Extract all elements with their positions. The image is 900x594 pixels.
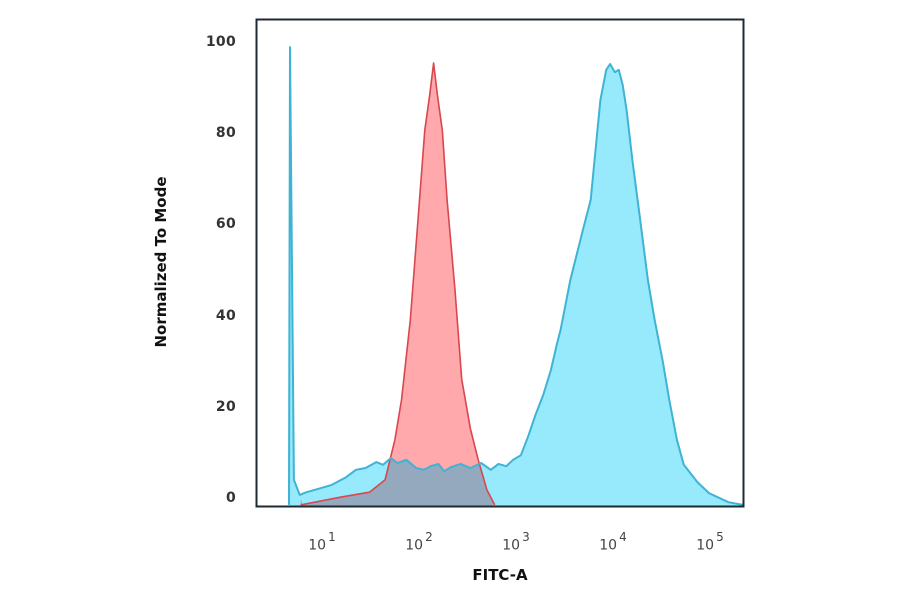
- y-axis-label: Normalized To Mode: [152, 176, 170, 348]
- isotype-histogram-outline: [300, 62, 496, 506]
- stained-histogram-outline: [288, 46, 743, 506]
- y-tick-label: 0: [225, 490, 236, 506]
- x-tick-label: 104: [599, 530, 627, 554]
- x-tick-label: 105: [696, 530, 724, 554]
- plot-frame: [255, 18, 745, 508]
- isotype-histogram-fill: [300, 63, 495, 506]
- x-tick-label: 103: [502, 530, 530, 554]
- stained-histogram-fill: [289, 47, 743, 506]
- overlap-region: [300, 458, 493, 506]
- y-tick-label: 60: [215, 216, 236, 233]
- x-axis-label: FITC-A: [472, 566, 528, 584]
- x-tick-label: 101: [308, 530, 336, 554]
- y-tick-label: 20: [215, 398, 236, 415]
- y-tick-label: 80: [215, 125, 236, 142]
- x-tick-label: 102: [405, 530, 433, 554]
- y-tick-label: 100: [205, 34, 236, 50]
- y-tick-label: 40: [215, 307, 236, 324]
